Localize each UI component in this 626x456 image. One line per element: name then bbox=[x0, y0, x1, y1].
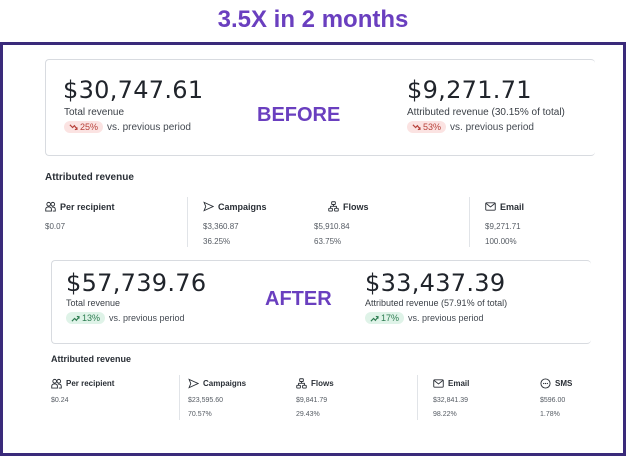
after-attributed-comparison: 17% vs. previous period bbox=[365, 312, 484, 324]
after-col-flows-label: Flows bbox=[311, 379, 334, 388]
headline-text: 3.5X in 2 months bbox=[217, 6, 409, 33]
send-icon bbox=[203, 201, 214, 212]
after-flows-value: $9,841.79 bbox=[296, 397, 328, 404]
before-col-campaigns: Campaigns bbox=[203, 201, 267, 212]
column-divider bbox=[417, 375, 418, 420]
before-col-flows: Flows bbox=[328, 201, 369, 212]
after-total-vs-text: vs. previous period bbox=[109, 313, 185, 323]
before-col-campaigns-label: Campaigns bbox=[218, 201, 267, 212]
after-col-campaigns: Campaigns bbox=[188, 378, 246, 389]
before-total-change-badge: 25% bbox=[64, 121, 104, 133]
after-attributed-vs-text: vs. previous period bbox=[408, 313, 484, 323]
before-total-change-value: 25% bbox=[80, 122, 99, 132]
before-total-comparison: 25% vs. previous period bbox=[64, 121, 191, 133]
flow-icon bbox=[328, 201, 339, 212]
after-col-per-recipient: Per recipient bbox=[51, 378, 114, 389]
before-per-recipient-value: $0.07 bbox=[45, 222, 66, 231]
before-attributed-vs-text: vs. previous period bbox=[450, 121, 534, 133]
after-attributed-revenue-label: Attributed revenue (57.91% of total) bbox=[365, 298, 508, 308]
before-email-value: $9,271.71 bbox=[485, 222, 521, 231]
after-email-value: $32,841.39 bbox=[433, 397, 469, 404]
after-total-comparison: 13% vs. previous period bbox=[66, 312, 185, 324]
after-col-email-label: Email bbox=[448, 379, 470, 388]
people-icon bbox=[51, 378, 62, 389]
after-total-revenue-label: Total revenue bbox=[66, 298, 121, 308]
sms-icon bbox=[540, 378, 551, 389]
after-tag: AFTER bbox=[265, 288, 332, 310]
after-col-flows: Flows bbox=[296, 378, 334, 389]
after-per-recipient-value: $0.24 bbox=[51, 397, 69, 404]
before-flows-pct: 63.75% bbox=[314, 237, 342, 246]
before-total-vs-text: vs. previous period bbox=[107, 121, 191, 133]
column-divider bbox=[179, 375, 180, 420]
trend-up-icon bbox=[71, 315, 80, 322]
before-total-revenue-value: $30,747.61 bbox=[63, 76, 204, 104]
before-attributed-revenue-value: $9,271.71 bbox=[407, 76, 532, 104]
before-col-flows-label: Flows bbox=[343, 201, 369, 212]
before-tag: BEFORE bbox=[257, 104, 341, 126]
after-total-revenue-value: $57,739.76 bbox=[66, 269, 207, 297]
before-col-email: Email bbox=[485, 201, 524, 212]
before-campaigns-value: $3,360.87 bbox=[203, 222, 239, 231]
trend-down-icon bbox=[69, 123, 78, 130]
after-attributed-change-badge: 17% bbox=[365, 312, 405, 324]
people-icon bbox=[45, 201, 56, 212]
before-attributed-change-value: 53% bbox=[423, 122, 442, 132]
headline-banner: 3.5X in 2 months bbox=[0, 0, 626, 40]
before-attributed-comparison: 53% vs. previous period bbox=[407, 121, 534, 133]
before-col-per-recipient: Per recipient bbox=[45, 201, 115, 212]
after-breakdown-title: Attributed revenue bbox=[51, 354, 132, 364]
after-campaigns-pct: 70.57% bbox=[188, 411, 212, 418]
send-icon bbox=[188, 378, 199, 389]
column-divider bbox=[469, 197, 470, 247]
after-attributed-revenue-value: $33,437.39 bbox=[365, 269, 506, 297]
after-attributed-change-value: 17% bbox=[381, 313, 400, 323]
mail-icon bbox=[433, 379, 444, 388]
screenshot-frame: $30,747.61 Total revenue 25% vs. previou… bbox=[0, 42, 626, 456]
after-summary-card: $57,739.76 Total revenue 13% vs. previou… bbox=[51, 260, 591, 344]
before-attributed-change-badge: 53% bbox=[407, 121, 447, 133]
after-email-pct: 98.22% bbox=[433, 411, 457, 418]
after-total-change-value: 13% bbox=[82, 313, 101, 323]
before-campaigns-pct: 36.25% bbox=[203, 237, 231, 246]
after-col-email: Email bbox=[433, 378, 469, 389]
before-flows-value: $5,910.84 bbox=[314, 222, 350, 231]
column-divider bbox=[187, 197, 188, 247]
trend-down-icon bbox=[412, 123, 421, 130]
before-summary-card: $30,747.61 Total revenue 25% vs. previou… bbox=[45, 59, 595, 156]
after-sms-value: $596.00 bbox=[540, 397, 566, 404]
after-col-sms: SMS bbox=[540, 378, 572, 389]
before-total-revenue-label: Total revenue bbox=[64, 107, 125, 118]
after-col-per-recipient-label: Per recipient bbox=[66, 379, 115, 388]
before-email-pct: 100.00% bbox=[485, 237, 517, 246]
before-col-email-label: Email bbox=[500, 201, 525, 212]
after-col-sms-label: SMS bbox=[555, 379, 573, 388]
mail-icon bbox=[485, 202, 496, 211]
before-breakdown-title: Attributed revenue bbox=[45, 172, 134, 183]
after-total-change-badge: 13% bbox=[66, 312, 106, 324]
after-flows-pct: 29.43% bbox=[296, 411, 320, 418]
trend-up-icon bbox=[370, 315, 379, 322]
after-sms-pct: 1.78% bbox=[540, 411, 560, 418]
after-col-campaigns-label: Campaigns bbox=[203, 379, 247, 388]
flow-icon bbox=[296, 378, 307, 389]
after-campaigns-value: $23,595.60 bbox=[188, 397, 224, 404]
before-attributed-revenue-label: Attributed revenue (30.15% of total) bbox=[407, 107, 565, 118]
before-col-per-recipient-label: Per recipient bbox=[60, 201, 115, 212]
